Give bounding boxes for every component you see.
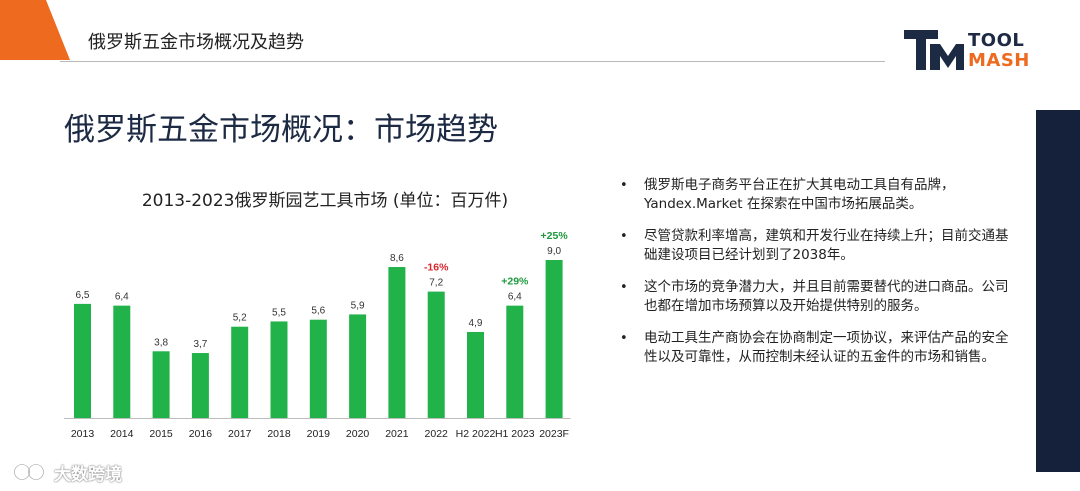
bullet-item: • 这个市场的竞争潜力大，并且目前需要替代的进口商品。公司也都在增加市场预算以及开… bbox=[618, 278, 1018, 316]
bullet-item: • 电动工具生产商协会在协商制定一项协议，来评估产品的安全性以及可靠性，从而控制未… bbox=[618, 329, 1018, 367]
bullet-list: • 俄罗斯电子商务平台正在扩大其电动工具自有品牌，Yandex.Market 在探… bbox=[618, 176, 1018, 380]
bullet-marker: • bbox=[620, 178, 628, 193]
bullet-item: • 尽管贷款利率增高，建筑和开发行业在持续上升；目前交通基础建设项目已经计划到了2… bbox=[618, 227, 1018, 265]
bullet-item: • 俄罗斯电子商务平台正在扩大其电动工具自有品牌，Yandex.Market 在探… bbox=[618, 176, 1018, 214]
bar bbox=[191, 353, 209, 418]
data-label: 6,4 bbox=[508, 292, 522, 303]
bar bbox=[467, 331, 484, 418]
x-tick-label: 2021 bbox=[385, 428, 409, 440]
logo-mark bbox=[904, 30, 964, 70]
data-label: 4,9 bbox=[469, 318, 483, 329]
data-label: 5,5 bbox=[272, 307, 286, 318]
data-label: 5,6 bbox=[311, 306, 325, 317]
data-label: 5,2 bbox=[233, 313, 247, 324]
x-tick-label: H2 2022 bbox=[456, 428, 496, 440]
bullet-text: 尽管贷款利率增高，建筑和开发行业在持续上升；目前交通基础建设项目已经计划到了20… bbox=[644, 228, 1009, 263]
slide-title: 俄罗斯五金市场概况：市场趋势 bbox=[64, 112, 498, 148]
watermark-logo-icon bbox=[14, 464, 44, 480]
x-tick-label: 2017 bbox=[228, 428, 252, 440]
change-annotation: +29% bbox=[501, 276, 529, 288]
x-tick-label: 2014 bbox=[110, 428, 134, 440]
bar bbox=[545, 260, 563, 418]
bullet-marker: • bbox=[620, 280, 628, 295]
bar bbox=[506, 305, 524, 418]
change-annotation: -16% bbox=[424, 262, 449, 274]
data-label: 3,7 bbox=[193, 339, 207, 350]
data-label: 9,0 bbox=[547, 246, 561, 257]
toolmash-logo: TOOL MASH bbox=[904, 30, 1054, 74]
bullet-text: 电动工具生产商协会在协商制定一项协议，来评估产品的安全性以及可靠性，从而控制未经… bbox=[644, 330, 1009, 365]
data-label: 8,6 bbox=[390, 253, 404, 264]
bullet-marker: • bbox=[620, 331, 628, 346]
x-tick-label: 2013 bbox=[71, 428, 95, 440]
data-label: 5,9 bbox=[351, 300, 365, 311]
bar bbox=[152, 351, 170, 418]
data-label: 3,8 bbox=[154, 337, 168, 348]
x-tick-label: 2022 bbox=[425, 428, 449, 440]
bar bbox=[74, 303, 91, 418]
chart-title: 2013-2023俄罗斯园艺工具市场 (单位：百万件) bbox=[141, 191, 509, 211]
header-accent-shape bbox=[0, 0, 70, 60]
x-tick-label: 2023F bbox=[539, 428, 569, 440]
x-tick-label: 2020 bbox=[346, 428, 370, 440]
bar bbox=[309, 319, 327, 418]
bar bbox=[349, 314, 367, 418]
bar bbox=[231, 326, 249, 418]
bar bbox=[388, 267, 406, 418]
bullet-marker: • bbox=[620, 229, 628, 244]
x-tick-label: 2018 bbox=[267, 428, 291, 440]
side-decoration-bar bbox=[1036, 110, 1080, 472]
bar bbox=[427, 291, 445, 418]
logo-text-mash: MASH bbox=[968, 50, 1030, 71]
bar-chart: 2013-2023俄罗斯园艺工具市场 (单位：百万件) 6,5 2013 6,4 20… bbox=[60, 178, 590, 444]
accent-triangle bbox=[0, 0, 70, 60]
header-title: 俄罗斯五金市场概况及趋势 bbox=[88, 32, 304, 53]
watermark-text: 大数跨境 bbox=[54, 465, 122, 485]
chart-plot: 6,5 2013 6,4 2014 3,8 2015 3,7 2016 5,2 2017 5,5 20… bbox=[64, 230, 571, 440]
data-label: 6,4 bbox=[115, 292, 129, 303]
x-tick-label: H1 2023 bbox=[495, 428, 535, 440]
bullet-text: 俄罗斯电子商务平台正在扩大其电动工具自有品牌，Yandex.Market 在探索… bbox=[644, 177, 955, 212]
x-tick-label: 2016 bbox=[189, 428, 213, 440]
logo-text-tool: TOOL bbox=[968, 30, 1025, 51]
data-label: 6,5 bbox=[76, 290, 90, 301]
change-annotation: +25% bbox=[541, 230, 569, 242]
data-label: 7,2 bbox=[429, 278, 443, 289]
x-tick-label: 2015 bbox=[149, 428, 173, 440]
bar bbox=[270, 321, 288, 418]
bar bbox=[113, 305, 131, 418]
x-tick-label: 2019 bbox=[307, 428, 331, 440]
header-divider bbox=[60, 61, 885, 62]
bullet-text: 这个市场的竞争潜力大，并且目前需要替代的进口商品。公司也都在增加市场预算以及开始… bbox=[644, 279, 1009, 314]
